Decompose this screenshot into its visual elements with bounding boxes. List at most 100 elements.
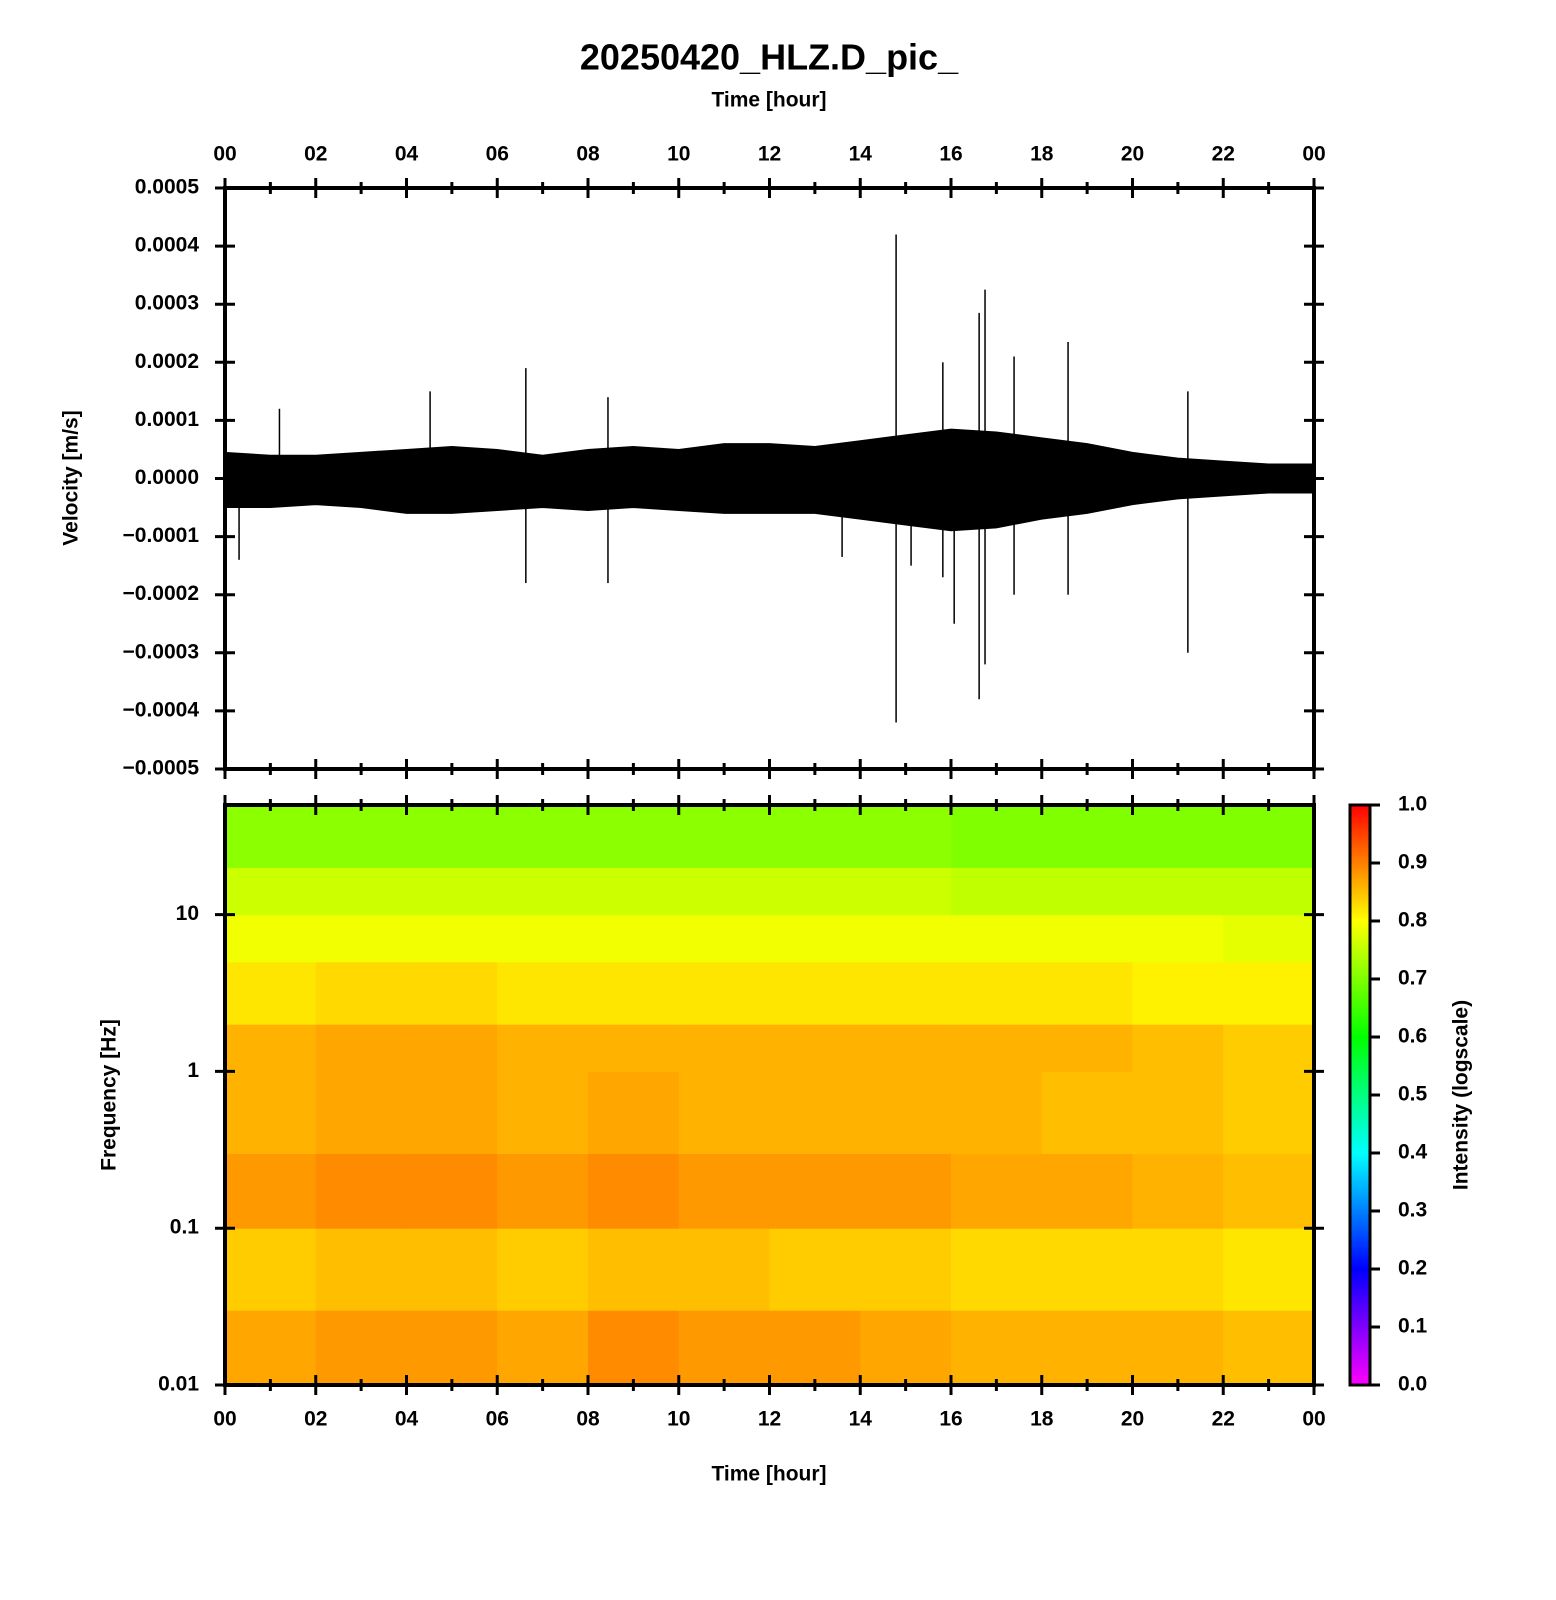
x-tick-label: 00	[1302, 1408, 1325, 1431]
x-tick-label: 12	[758, 143, 781, 166]
x-tick-label: 00	[213, 143, 236, 166]
heatmap-cell	[951, 1024, 1043, 1072]
x-tick-label: 18	[1030, 143, 1054, 166]
heatmap-cell	[678, 1153, 770, 1229]
heatmap-cell	[315, 867, 407, 916]
heatmap-cell	[315, 1228, 407, 1311]
heatmap-cell	[497, 1024, 589, 1072]
heatmap-cell	[1132, 1228, 1224, 1311]
heatmap-cell	[1223, 1310, 1315, 1386]
heatmap-cell	[860, 1024, 952, 1072]
x-tick-label: 22	[1212, 1408, 1235, 1431]
x-tick-label: 02	[304, 143, 327, 166]
heatmap-cell	[769, 805, 861, 868]
colorbar-tick-label: 0.7	[1398, 967, 1427, 990]
y-tick-label: 0.0000	[135, 466, 199, 489]
colorbar-label: Intensity (logscale)	[1450, 1000, 1473, 1190]
colorbar-tick-label: 0.9	[1398, 851, 1427, 874]
heatmap-cell	[678, 961, 770, 1025]
heatmap-cell	[951, 867, 1043, 916]
heatmap-cell	[951, 1228, 1043, 1311]
heatmap-cell	[1223, 1153, 1315, 1229]
heatmap-cell	[497, 914, 589, 963]
x-tick-label: 00	[1302, 143, 1325, 166]
heatmap-cell	[497, 805, 589, 868]
y-tick-label: 1	[187, 1059, 199, 1082]
colorbar-tick-label: 0.2	[1398, 1257, 1427, 1280]
heatmap-cell	[406, 914, 498, 963]
heatmap-cell	[315, 1024, 407, 1072]
y-tick-label: −0.0005	[123, 757, 200, 780]
heatmap-cell	[588, 914, 680, 963]
heatmap-cell	[588, 805, 680, 868]
colorbar-tick-label: 1.0	[1398, 793, 1427, 816]
heatmap-cell	[225, 1024, 317, 1072]
heatmap-cell	[678, 805, 770, 868]
heatmap-cell	[951, 914, 1043, 963]
colorbar-tick-label: 0.3	[1398, 1199, 1427, 1222]
heatmap-cell	[1041, 867, 1133, 916]
y-tick-label: −0.0001	[123, 524, 200, 547]
heatmap-cell	[951, 961, 1043, 1025]
heatmap-cell	[769, 1024, 861, 1072]
heatmap-cell	[1132, 914, 1224, 963]
x-tick-label: 04	[395, 143, 419, 166]
colorbar-tick-label: 0.1	[1398, 1315, 1428, 1338]
heatmap-cell	[1223, 1228, 1315, 1311]
x-tick-label: 08	[576, 143, 600, 166]
y-tick-label: −0.0003	[123, 640, 200, 663]
heatmap-cell	[678, 914, 770, 963]
heatmap-cell	[1223, 867, 1315, 916]
heatmap-cell	[860, 867, 952, 916]
heatmap-cell	[315, 805, 407, 868]
y-tick-label: 0.0003	[135, 292, 199, 315]
heatmap-cell	[225, 1310, 317, 1386]
heatmap-cell	[678, 1024, 770, 1072]
heatmap-cell	[315, 1310, 407, 1386]
y-tick-label: 0.01	[158, 1373, 199, 1396]
heatmap-cell	[860, 1071, 952, 1154]
y-tick-label: 0.0005	[135, 176, 200, 199]
heatmap-cell	[588, 1071, 680, 1154]
x-tick-label: 06	[486, 1408, 509, 1431]
heatmap-cell	[315, 914, 407, 963]
heatmap-cell	[225, 805, 317, 868]
heatmap-cell	[497, 961, 589, 1025]
heatmap-cell	[225, 1228, 317, 1311]
heatmap-cell	[1041, 1228, 1133, 1311]
heatmap-cell	[225, 961, 317, 1025]
colorbar	[1348, 803, 1372, 1387]
heatmap-cell	[406, 1153, 498, 1229]
heatmap-cell	[1132, 961, 1224, 1025]
heatmap-cell	[406, 805, 498, 868]
colorbar-tick-label: 0.0	[1398, 1373, 1427, 1396]
heatmap-cell	[951, 1071, 1043, 1154]
heatmap-cell	[1132, 1310, 1224, 1386]
x-tick-label: 20	[1121, 143, 1144, 166]
x-tick-label: 02	[304, 1408, 327, 1431]
x-tick-label: 00	[213, 1408, 236, 1431]
colorbar-tick-label: 0.8	[1398, 909, 1428, 932]
y-tick-label: −0.0004	[123, 698, 200, 721]
y-tick-label: 0.0002	[135, 350, 199, 373]
x-tick-label: 08	[576, 1408, 600, 1431]
heatmap-cell	[951, 1153, 1043, 1229]
heatmap-cell	[1132, 805, 1224, 868]
heatmap-cell	[497, 1310, 589, 1386]
x-tick-label: 16	[939, 143, 962, 166]
heatmap-cell	[588, 1310, 680, 1386]
heatmap-cell	[497, 1228, 589, 1311]
x-tick-label: 14	[849, 143, 873, 166]
heatmap-cell	[406, 1310, 498, 1386]
x-tick-label: 06	[486, 143, 509, 166]
heatmap-cell	[225, 1153, 317, 1229]
heatmap-cell	[497, 1071, 589, 1154]
heatmap-cell	[1041, 805, 1133, 868]
x-axis-label: Time [hour]	[711, 89, 826, 112]
heatmap-cell	[860, 1310, 952, 1386]
x-tick-label: 10	[667, 1408, 690, 1431]
colorbar-tick-label: 0.6	[1398, 1025, 1427, 1048]
heatmap-cell	[769, 1153, 861, 1229]
y-tick-label: 0.1	[170, 1216, 200, 1239]
